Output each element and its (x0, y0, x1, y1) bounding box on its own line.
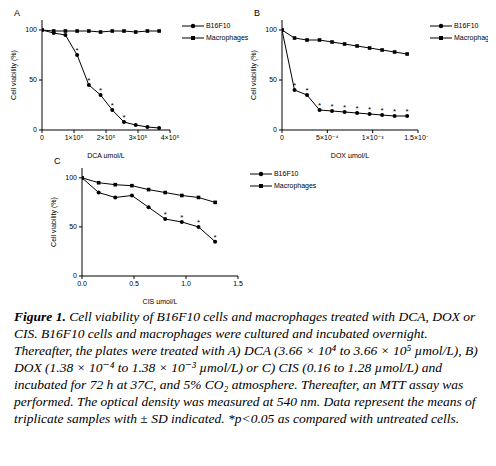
svg-text:*: * (406, 107, 409, 116)
svg-text:*: * (318, 101, 321, 110)
svg-text:*: * (393, 107, 396, 116)
svg-text:0: 0 (33, 126, 37, 133)
svg-text:*: * (305, 86, 308, 95)
svg-text:*: * (356, 104, 359, 113)
svg-text:0.0: 0.0 (77, 280, 87, 287)
svg-text:50: 50 (29, 76, 37, 83)
svg-text:CIS µmol/L: CIS µmol/L (143, 298, 178, 304)
svg-text:Cell viability (%): Cell viability (%) (10, 50, 18, 100)
svg-text:100: 100 (65, 174, 77, 181)
svg-text:Cell viability (%): Cell viability (%) (50, 197, 58, 247)
svg-text:*: * (197, 218, 200, 227)
svg-text:5×10⁻⁴: 5×10⁻⁴ (316, 134, 338, 141)
svg-text:DCA µmol/L: DCA µmol/L (87, 152, 125, 158)
svg-text:*: * (343, 103, 346, 112)
html-text:A: A (14, 8, 20, 18)
svg-text:2×10⁵: 2×10⁵ (97, 134, 116, 141)
html-text:B16F10: B16F10 (274, 170, 299, 177)
svg-text:3×10⁵: 3×10⁵ (129, 134, 148, 141)
svg-text:1.5: 1.5 (233, 280, 243, 287)
svg-text:DOX µmol/L: DOX µmol/L (331, 152, 369, 158)
svg-text:*: * (330, 102, 333, 111)
svg-text:0.5: 0.5 (129, 280, 139, 287)
html-text:B16F10: B16F10 (454, 22, 479, 29)
svg-text:1.0: 1.0 (181, 280, 191, 287)
html-text:B: B (254, 8, 260, 18)
svg-text:4×10⁵: 4×10⁵ (161, 134, 180, 141)
svg-text:*: * (99, 86, 102, 95)
html-text:B16F10: B16F10 (206, 22, 231, 29)
svg-text:1×10⁵: 1×10⁵ (65, 134, 84, 141)
svg-text:50: 50 (69, 223, 77, 230)
html-text:Macrophages: Macrophages (206, 34, 249, 41)
svg-text:*: * (87, 76, 90, 85)
svg-text:0: 0 (73, 272, 77, 279)
svg-text:50: 50 (269, 76, 277, 83)
html-text:C: C (54, 156, 61, 166)
svg-text:100: 100 (25, 26, 37, 33)
svg-text:*: * (164, 210, 167, 219)
svg-text:*: * (180, 213, 183, 222)
html-text:Macrophage: Macrophage (454, 34, 493, 41)
svg-text:0: 0 (280, 134, 284, 141)
svg-text:*: * (368, 105, 371, 114)
svg-text:*: * (122, 113, 125, 122)
svg-text:*: * (214, 233, 217, 242)
svg-text:*: * (381, 106, 384, 115)
svg-text:*: * (111, 101, 114, 110)
svg-text:*: * (293, 81, 296, 90)
svg-text:0: 0 (40, 134, 44, 141)
svg-text:Cell viability (%): Cell viability (%) (250, 50, 258, 100)
svg-text:*: * (76, 46, 79, 55)
svg-text:1.5×10⁻³: 1.5×10⁻³ (404, 134, 428, 141)
html-text:Figure 1. Cell viability of B1: Figure 1. Cell viability of B16F10 cells… (14, 309, 478, 426)
svg-text:0: 0 (273, 126, 277, 133)
html-text:Macrophages: Macrophages (274, 182, 317, 189)
svg-text:100: 100 (265, 26, 277, 33)
svg-text:1×10⁻³: 1×10⁻³ (362, 134, 384, 141)
